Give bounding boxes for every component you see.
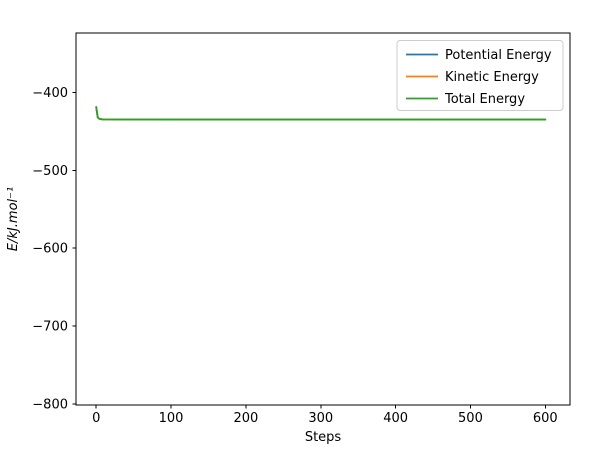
y-tick-label: −400	[32, 86, 68, 101]
y-tick-label: −600	[32, 242, 68, 257]
x-tick-label: 200	[233, 411, 258, 426]
x-axis-label: Steps	[305, 430, 342, 445]
x-tick-label: 400	[383, 411, 408, 426]
plot-area: 0 100 200 300 400 500 600 −400 −500 −600 −700 −800 P…	[32, 32, 571, 426]
y-axis-label: E/kJ.mol⁻¹	[6, 187, 21, 251]
y-tick-label: −800	[32, 398, 68, 413]
x-tick-label: 300	[308, 411, 333, 426]
x-tick-label: 600	[533, 411, 558, 426]
legend-label: Kinetic Energy	[445, 70, 539, 85]
legend-frame	[396, 40, 564, 111]
legend-label: Potential Energy	[445, 48, 552, 63]
x-tick-label: 100	[159, 411, 184, 426]
y-tick-label: −700	[32, 320, 68, 335]
legend-label: Total Energy	[444, 92, 525, 107]
y-tick-label: −500	[32, 164, 68, 179]
x-tick-label: 500	[458, 411, 483, 426]
axes-spines	[75, 32, 571, 406]
x-tick-label: 0	[92, 411, 100, 426]
legend: Potential Energy Kinetic Energy Total Ener…	[396, 40, 564, 111]
series-line-total-energy	[95, 106, 547, 121]
